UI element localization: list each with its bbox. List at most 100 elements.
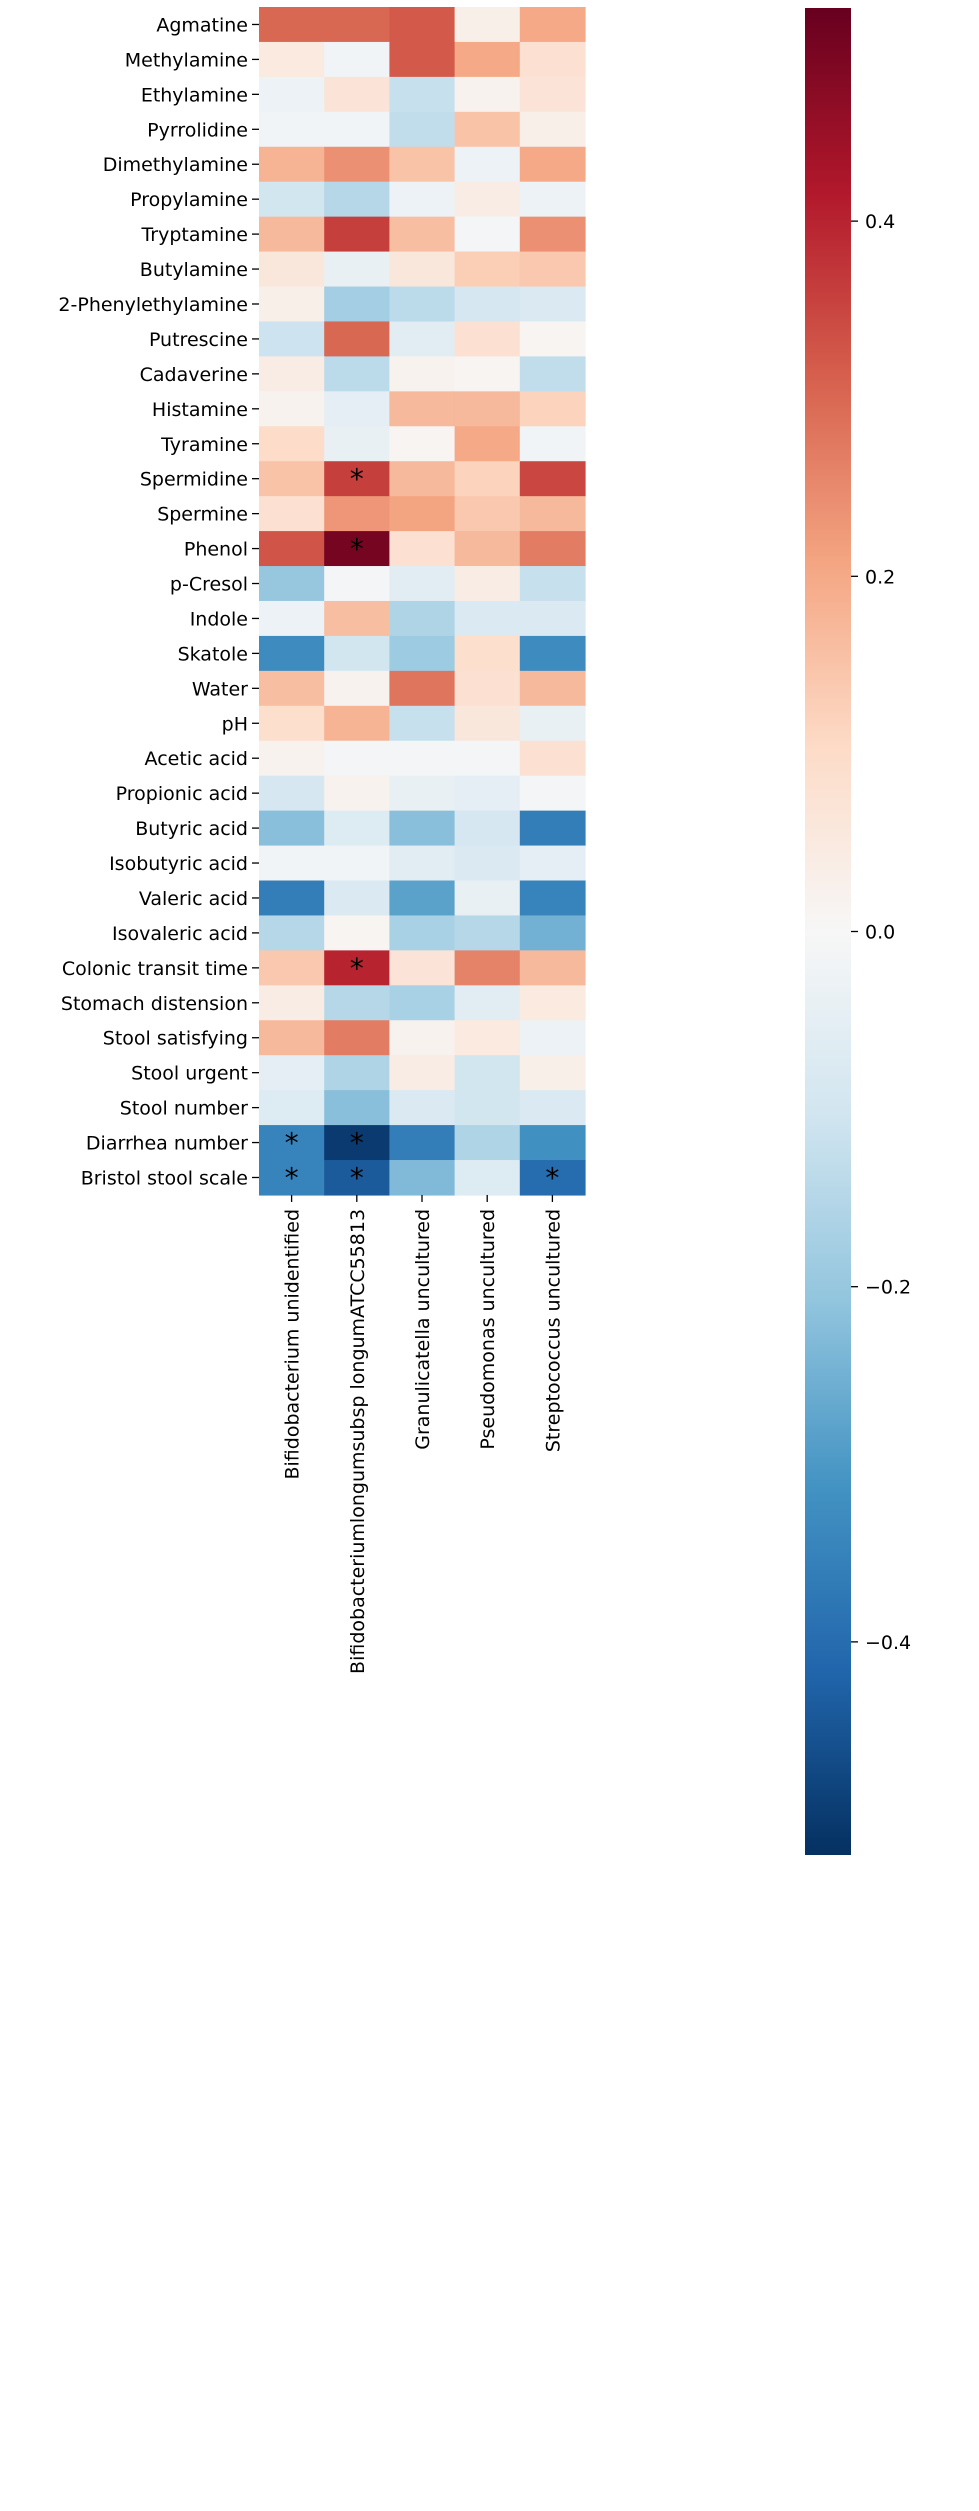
heatmap-cell-pyrrolidine-col4 xyxy=(454,111,521,148)
significance-star: * xyxy=(350,1127,364,1160)
heatmap-cell-tyramine-col2 xyxy=(324,426,390,462)
row-label-stool-satisfying: Stool satisfying xyxy=(103,1028,248,1050)
heatmap-cell-propylamine-col4 xyxy=(454,181,521,218)
heatmap-cell-propylamine-col5 xyxy=(519,181,586,218)
significance-star: * xyxy=(350,952,364,985)
heatmap-cell-skatole-col5 xyxy=(519,635,586,672)
heatmap-cell-ph-col2 xyxy=(324,705,390,742)
heatmap-cell-spermine-col4 xyxy=(454,496,521,532)
row-label-propionic-acid: Propionic acid xyxy=(116,783,248,805)
heatmap-cell-pyrrolidine-col1 xyxy=(259,111,325,148)
heatmap-cell-ph-col5 xyxy=(519,705,586,742)
heatmap-cell-diarrhea-number-col1 xyxy=(259,1125,325,1161)
colorbar: 0.4 0.2 0.0 −0.2 −0.4 xyxy=(805,8,911,1855)
heatmap-cell-pyrrolidine-col3 xyxy=(389,111,456,148)
heatmap-cell-butylamine-col5 xyxy=(519,251,586,288)
heatmap-cell-propionic-acid-col4 xyxy=(454,775,521,812)
heatmap-cell-stool-urgent-col5 xyxy=(519,1055,586,1091)
heatmap-cell-dimethylamine-col3 xyxy=(389,146,456,183)
heatmap-cell-valeric-acid-col3 xyxy=(389,880,456,917)
heatmap-cell-bristol-stool-scale-col3 xyxy=(389,1160,456,1196)
row-label-water: Water xyxy=(192,678,248,700)
heatmap-cell-methylamine-col5 xyxy=(519,41,586,78)
heatmap-cell-putrescine-col3 xyxy=(389,321,456,357)
column-label-pseudomonas-uncultured: Pseudomonas uncultured xyxy=(477,1209,499,1450)
row-label-methylamine: Methylamine xyxy=(125,49,248,71)
colorbar-tick-label: −0.4 xyxy=(865,1632,911,1654)
heatmap-cell-tyramine-col1 xyxy=(259,426,325,462)
heatmap-cell-acetic-acid-col5 xyxy=(519,740,586,777)
heatmap-cell-tryptamine-col5 xyxy=(519,216,586,253)
heatmap-cell-isovaleric-acid-col3 xyxy=(389,915,456,951)
significance-markers: **** ** * * xyxy=(285,463,560,1195)
row-label-p-cresol: p-Cresol xyxy=(170,574,248,596)
heatmap-cell-isobutyric-acid-col3 xyxy=(389,845,456,882)
heatmap-cell-colonic-transit-time-col5 xyxy=(519,950,586,986)
heatmap-cell-histamine-col2 xyxy=(324,391,390,427)
heatmap-cell-agmatine-col4 xyxy=(454,7,521,43)
heatmap-cell-skatole-col1 xyxy=(259,635,325,672)
heatmap-cell-indole-col1 xyxy=(259,600,325,637)
heatmap-cell-spermidine-col1 xyxy=(259,461,325,497)
heatmap-cell-stool-satisfying-col4 xyxy=(454,1020,521,1056)
heatmap-cell-propylamine-col1 xyxy=(259,181,325,218)
heatmap-cell-tryptamine-col1 xyxy=(259,216,325,253)
significance-star: * xyxy=(545,1161,559,1194)
heatmap-cell-agmatine-col3 xyxy=(389,7,456,43)
heatmap-cell-methylamine-col4 xyxy=(454,41,521,78)
row-label-spermidine: Spermidine xyxy=(140,469,248,491)
heatmap-cell-cadaverine-col1 xyxy=(259,356,325,392)
heatmap-cell-pyrrolidine-col2 xyxy=(324,111,390,148)
heatmap-cell-histamine-col5 xyxy=(519,391,586,427)
heatmap-cell-spermidine-col4 xyxy=(454,461,521,497)
heatmap-cell-stomach-distension-col4 xyxy=(454,985,521,1021)
heatmap-cell-indole-col3 xyxy=(389,600,456,637)
heatmap-cell-p-cresol-col4 xyxy=(454,566,521,602)
heatmap-cell-putrescine-col4 xyxy=(454,321,521,357)
heatmap-cell-methylamine-col1 xyxy=(259,41,325,78)
heatmap-cell-propionic-acid-col5 xyxy=(519,775,586,812)
heatmap-cell-butyric-acid-col3 xyxy=(389,810,456,847)
heatmap-cell-pyrrolidine-col5 xyxy=(519,111,586,148)
heatmap-cell-water-col3 xyxy=(389,670,456,707)
heatmap-cell-methylamine-col2 xyxy=(324,41,390,78)
row-label-acetic-acid: Acetic acid xyxy=(145,748,248,770)
heatmap-cell-acetic-acid-col2 xyxy=(324,740,390,777)
heatmap-cell-propionic-acid-col2 xyxy=(324,775,390,812)
heatmap-cell-valeric-acid-col5 xyxy=(519,880,586,917)
row-label-agmatine: Agmatine xyxy=(156,14,248,36)
heatmap-cell-spermidine-col2 xyxy=(324,461,390,497)
heatmap-cell-propionic-acid-col3 xyxy=(389,775,456,812)
significance-star: * xyxy=(285,1127,299,1160)
heatmap-cell-water-col4 xyxy=(454,670,521,707)
heatmap-cell-isovaleric-acid-col1 xyxy=(259,915,325,951)
significance-star: * xyxy=(285,1161,299,1194)
row-label-dimethylamine: Dimethylamine xyxy=(103,154,248,176)
heatmap-cell-butylamine-col4 xyxy=(454,251,521,288)
heatmap-cell-water-col1 xyxy=(259,670,325,707)
heatmap-cell-isobutyric-acid-col2 xyxy=(324,845,390,882)
heatmap-cell-butylamine-col3 xyxy=(389,251,456,288)
heatmap-cell-stool-satisfying-col2 xyxy=(324,1020,390,1056)
heatmap-cell-2-phenylethylamine-col1 xyxy=(259,286,325,323)
row-label-stomach-distension: Stomach distension xyxy=(61,993,248,1015)
heatmap-cell-isovaleric-acid-col2 xyxy=(324,915,390,951)
heatmap-cell-butylamine-col1 xyxy=(259,251,325,288)
column-label-bifidobacterium-unidentified: Bifidobacterium unidentified xyxy=(282,1209,304,1480)
heatmap-cell-propionic-acid-col1 xyxy=(259,775,325,812)
heatmap-cell-spermine-col5 xyxy=(519,496,586,532)
column-labels: Bifidobacterium unidentified Bifidobacter… xyxy=(282,1194,564,1674)
heatmap-cell-acetic-acid-col1 xyxy=(259,740,325,777)
row-label-propylamine: Propylamine xyxy=(130,189,248,211)
heatmap-cell-histamine-col1 xyxy=(259,391,325,427)
row-label-colonic-transit-time: Colonic transit time xyxy=(62,958,248,980)
heatmap-cell-cadaverine-col4 xyxy=(454,356,521,392)
heatmap-cell-colonic-transit-time-col4 xyxy=(454,950,521,986)
significance-star: * xyxy=(350,463,364,496)
heatmap-cell-phenol-col1 xyxy=(259,531,325,567)
heatmap-cell-dimethylamine-col5 xyxy=(519,146,586,183)
row-label-phenol: Phenol xyxy=(184,539,248,561)
row-label-isobutyric-acid: Isobutyric acid xyxy=(109,853,248,875)
heatmap-cell-ethylamine-col3 xyxy=(389,76,456,113)
